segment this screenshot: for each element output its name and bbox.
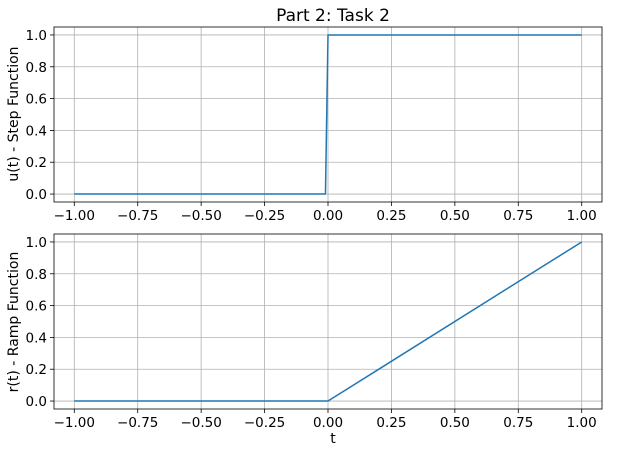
- ramp-x-tick-label: 1.00: [567, 415, 597, 431]
- ramp-y-tick-label: 0.0: [26, 394, 47, 410]
- ramp-y-tick-label: 0.2: [26, 362, 47, 378]
- step-y-tick-label: 0.4: [26, 123, 47, 139]
- step-x-tick-label: −0.50: [180, 208, 221, 224]
- ramp-y-axis-label: r(t) - Ramp Function: [6, 252, 22, 393]
- step-x-tick-label: 0.50: [440, 208, 470, 224]
- step-x-tick-label: −0.25: [244, 208, 285, 224]
- ramp-x-tick-label: −1.00: [54, 415, 95, 431]
- ramp-function-subplot: r(t) - Ramp Function t −1.00 −0.75 −0.50 −0…: [6, 233, 603, 447]
- step-x-tick-label: 0.75: [503, 208, 533, 224]
- ramp-x-axis-label: t: [330, 431, 336, 447]
- ramp-y-tick-label: 0.8: [26, 267, 47, 283]
- step-y-tick-label: 0.2: [26, 155, 47, 171]
- step-x-tick-label: 0.00: [313, 208, 343, 224]
- step-y-tick-label: 0.8: [26, 60, 47, 76]
- step-x-tick-label: −1.00: [54, 208, 95, 224]
- ramp-y-tick-label: 0.4: [26, 330, 47, 346]
- step-function-subplot: Part 2: Task 2 u(t) - Step Function −1.0…: [6, 6, 603, 224]
- ramp-x-tick-label: −0.25: [244, 415, 285, 431]
- ramp-y-tick-label: 0.6: [26, 299, 47, 315]
- ramp-x-tick-label: 0.50: [440, 415, 470, 431]
- ramp-x-tick-label: 0.75: [503, 415, 533, 431]
- ramp-series-line: [74, 241, 583, 402]
- step-series-line: [74, 34, 582, 195]
- ramp-x-tick-label: −0.75: [117, 415, 158, 431]
- ramp-x-tick-label: −0.50: [180, 415, 221, 431]
- step-x-tick-label: −0.75: [117, 208, 158, 224]
- step-x-tick-label: 0.25: [376, 208, 406, 224]
- ramp-x-tick-label: 0.25: [376, 415, 406, 431]
- chart-title: Part 2: Task 2: [276, 6, 390, 26]
- ramp-y-tick-label: 1.0: [26, 235, 47, 251]
- step-y-tick-label: 0.6: [26, 92, 47, 108]
- ramp-x-tick-label: 0.00: [313, 415, 343, 431]
- step-y-axis-label: u(t) - Step Function: [6, 46, 22, 181]
- step-y-tick-label: 1.0: [26, 28, 47, 44]
- step-x-tick-label: 1.00: [567, 208, 597, 224]
- step-y-tick-label: 0.0: [26, 187, 47, 203]
